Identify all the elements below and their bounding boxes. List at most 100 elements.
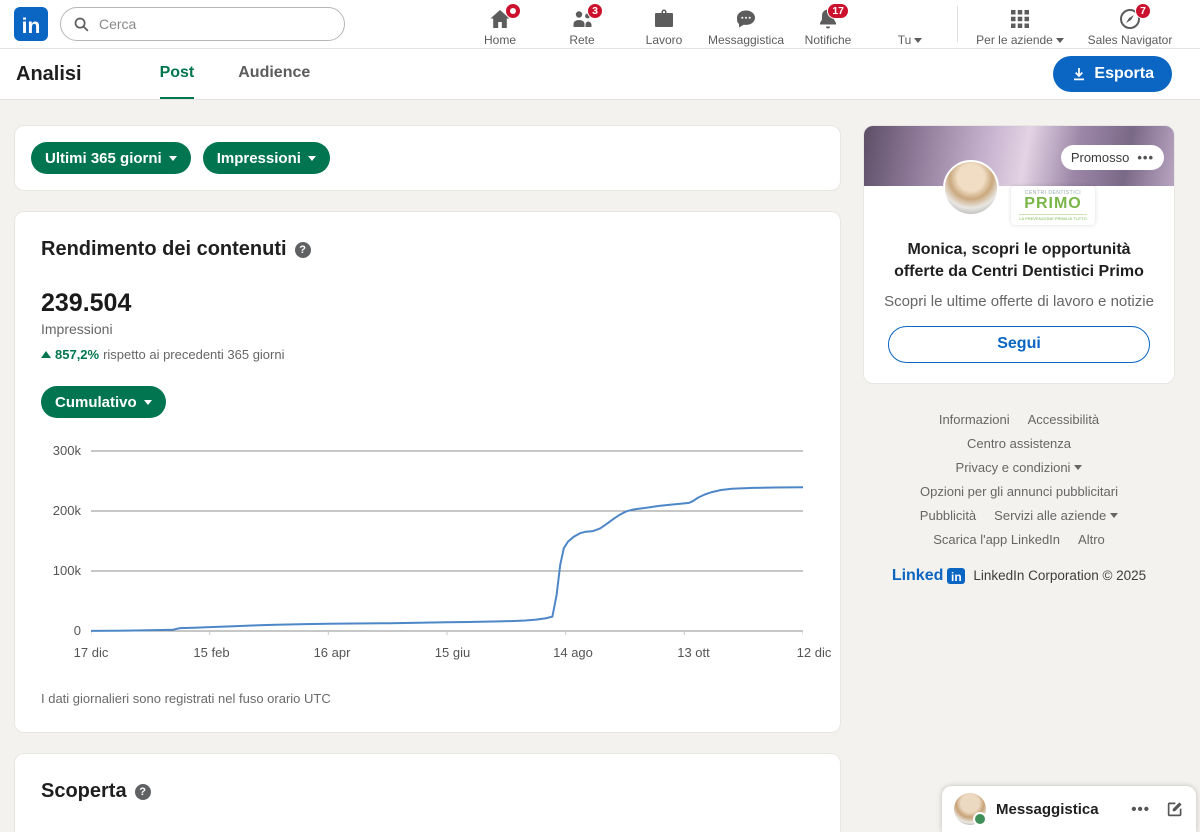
impressions-chart: 0 100k 200k 300k [41, 443, 814, 641]
nav-home[interactable]: Home [459, 0, 541, 48]
tab-post[interactable]: Post [159, 49, 195, 99]
follow-button[interactable]: Segui [888, 325, 1150, 363]
nav-notifiche[interactable]: 17 Notifiche [787, 0, 869, 48]
network-icon [573, 11, 592, 27]
date-range-label: Ultimi 365 giorni [45, 149, 162, 167]
chevron-down-icon [914, 37, 923, 43]
x-tick-label: 17 dic [73, 645, 109, 660]
discovery-card: Scoperta ? 239.504 Impressioni 105.730 U… [14, 753, 841, 832]
help-icon[interactable]: ? [134, 783, 151, 800]
linkedin-logo-small: in [947, 567, 966, 584]
x-tick-label: 13 ott [677, 645, 710, 660]
x-tick-label: 15 feb [193, 645, 230, 660]
y-tick-label: 200k [52, 503, 81, 518]
date-range-filter[interactable]: Ultimi 365 giorni [31, 142, 191, 174]
footer-link-centro-assistenza[interactable]: Centro assistenza [966, 435, 1072, 451]
top-navigation: in Home 3 Rete Lavoro Messaggistica 17 N… [0, 0, 1200, 49]
footer-link-opzioni-annunci[interactable]: Opzioni per gli annunci pubblicitari [919, 483, 1118, 499]
y-tick-label: 100k [52, 563, 81, 578]
promoted-pill[interactable]: Promosso ••• [1060, 145, 1164, 170]
linkedin-logo[interactable]: in [14, 7, 48, 41]
chart-mode-filter[interactable]: Cumulativo [41, 386, 166, 418]
search-icon [74, 17, 89, 31]
search-input[interactable] [99, 16, 332, 32]
nav-aziende-label: Per le aziende [976, 33, 1053, 47]
copyright-text: LinkedIn Corporation © 2025 [973, 568, 1147, 584]
nav-sales-label: Sales Navigator [1087, 33, 1173, 47]
company-logo-main-text: PRIMO [1024, 195, 1082, 212]
more-options-icon[interactable]: ••• [1131, 800, 1150, 818]
filters-card: Ultimi 365 giorni Impressioni [14, 125, 841, 191]
nav-lavoro[interactable]: Lavoro [623, 0, 705, 48]
messaging-dock[interactable]: Messaggistica ••• [942, 786, 1196, 832]
footer-link-servizi-aziende[interactable]: Servizi alle aziende [994, 508, 1119, 523]
nav-profile[interactable]: Tu [869, 0, 951, 48]
ad-banner-image: Promosso ••• [864, 126, 1174, 186]
page-header: Analisi Post Audience Esporta [0, 49, 1200, 100]
nav-profile-label: Tu [897, 33, 912, 47]
rete-badge: 3 [587, 3, 603, 19]
triangle-up-icon [41, 351, 51, 358]
chevron-down-icon [1110, 512, 1119, 518]
metric-filter[interactable]: Impressioni [202, 142, 330, 174]
impressions-chart-svg [90, 450, 804, 635]
tab-post-label: Post [159, 64, 195, 81]
home-badge [505, 3, 521, 19]
search-box[interactable] [60, 7, 345, 41]
export-button[interactable]: Esporta [1053, 56, 1172, 92]
ellipsis-icon[interactable]: ••• [1137, 150, 1154, 165]
messaging-avatar [954, 793, 987, 826]
notifiche-badge: 17 [827, 3, 849, 19]
nav-messaggistica[interactable]: Messaggistica [705, 0, 787, 48]
compass-icon [1120, 9, 1140, 29]
promoted-ad-card: Promosso ••• CENTRI DENTISTICI PRIMO LA … [863, 125, 1175, 384]
footer-link-privacy-label: Privacy e condizioni [955, 459, 1071, 475]
footer-link-privacy[interactable]: Privacy e condizioni [956, 460, 1083, 475]
analytics-column: Ultimi 365 giorni Impressioni Rendimento… [14, 125, 841, 832]
x-tick-label: 16 apr [313, 645, 351, 660]
compose-icon[interactable] [1166, 800, 1184, 818]
nav-rete[interactable]: 3 Rete [541, 0, 623, 48]
discovery-impressions: 239.504 Impressioni [41, 829, 461, 832]
tab-audience[interactable]: Audience [238, 49, 310, 99]
y-tick-label: 300k [52, 443, 81, 458]
company-logo[interactable]: CENTRI DENTISTICI PRIMO LA PREVENZIONE P… [1011, 186, 1095, 225]
chart-mode-label: Cumulativo [55, 393, 137, 411]
footer-link-scarica-app[interactable]: Scarica l'app LinkedIn [933, 531, 1061, 547]
company-logo-small-text: CENTRI DENTISTICI [1024, 190, 1082, 196]
delta-value: 857,2% [55, 347, 100, 362]
chart-y-axis: 0 100k 200k 300k [41, 443, 91, 641]
footer-link-pubblicita[interactable]: Pubblicità [919, 507, 977, 523]
ad-subtext: Scopri le ultime offerte di lavoro e not… [884, 292, 1154, 310]
help-icon[interactable]: ? [294, 241, 311, 258]
metric-label: Impressioni [216, 149, 301, 167]
nav-rete-label: Rete [569, 33, 595, 47]
x-tick-label: 14 ago [553, 645, 593, 660]
nav-notifiche-label: Notifiche [804, 33, 852, 47]
nav-items: Home 3 Rete Lavoro Messaggistica 17 Noti… [459, 0, 1184, 48]
nav-messaggistica-label: Messaggistica [707, 33, 785, 47]
footer-link-informazioni[interactable]: Informazioni [938, 411, 1010, 427]
download-icon [1074, 68, 1085, 81]
nav-per-le-aziende[interactable]: Per le aziende [964, 0, 1076, 48]
main-content: Ultimi 365 giorni Impressioni Rendimento… [0, 100, 1200, 832]
impressions-value: 239.504 [41, 289, 132, 317]
apps-grid-icon [1011, 10, 1029, 28]
chevron-down-icon [1055, 37, 1064, 43]
linkedin-wordmark: Linked [891, 566, 944, 584]
discovery-members-reached: 105.730 Utenti raggiunti [461, 829, 555, 832]
chart-plot-area [90, 448, 804, 641]
page-title: Analisi [16, 62, 82, 85]
x-tick-label: 12 dic [796, 645, 832, 660]
chevron-down-icon [168, 155, 177, 161]
footer-brand: Linked in LinkedIn Corporation © 2025 [863, 567, 1175, 585]
nav-home-label: Home [483, 33, 516, 47]
members-reached-value: 105.730 [461, 829, 555, 832]
footer-link-accessibilita[interactable]: Accessibilità [1027, 411, 1100, 427]
ad-profile-avatar[interactable] [943, 160, 1000, 216]
messaging-title: Messaggistica [996, 800, 1099, 818]
footer-link-altro[interactable]: Altro [1078, 531, 1105, 547]
discovery-impressions-value: 239.504 [41, 829, 461, 832]
nav-sales-navigator[interactable]: 7 Sales Navigator [1076, 0, 1184, 48]
nav-lavoro-label: Lavoro [645, 33, 683, 47]
